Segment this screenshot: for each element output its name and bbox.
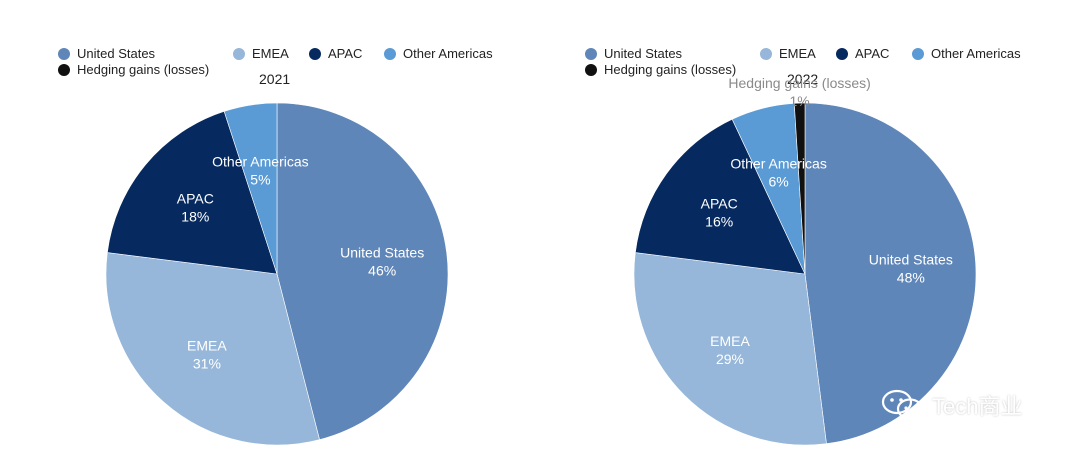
watermark: Tech商业 [880,388,1022,422]
watermark-text: Tech商业 [932,394,1023,419]
legend-dot [912,47,924,60]
legend-item-united-states: United States [585,46,682,61]
slice-value-other-americas: 6% [768,173,788,189]
legend-item-emea: EMEA [233,46,289,61]
slice-value-united-states: 48% [897,269,925,285]
pie-slice-united-states [276,102,449,440]
chart-2021: United States EMEA APAC Other Americas H… [58,46,493,446]
pie-svg: United States 48% EMEA 29% APAC 16% Other Amer… [633,75,977,446]
chart-title: 2021 [259,71,291,87]
slice-value-apac: 16% [705,214,733,230]
pie-slice-apac [107,110,278,275]
slice-value-other-americas: 5% [250,171,270,187]
legend-dot [585,47,597,60]
chart-2022: United States EMEA APAC Other Americas H… [528,0,1068,454]
pie-slice-united-states [804,102,977,444]
legend-label: APAC [328,46,363,61]
legend-dot [836,47,848,60]
chart-title: 2022 [787,71,819,87]
legend-label: United States [77,46,156,61]
legend-dot [760,47,772,60]
pie-slice-emea [105,252,320,446]
legend-label: Hedging gains (losses) [604,62,737,77]
slice-value-hedging-gains-losses: 1% [789,93,809,109]
legend-item-apac: APAC [309,46,362,61]
legend-label: Other Americas [931,46,1021,61]
slice-label-apac: APAC [701,196,738,212]
wechat-icon [881,389,924,420]
slice-label-other-americas: Other Americas [730,155,826,171]
legend-item-other-americas: Other Americas [912,46,1021,61]
slice-label-apac: APAC [177,190,214,206]
legend-item-hedging: Hedging gains (losses) [58,62,209,77]
slice-label-emea: EMEA [710,333,750,349]
slice-value-emea: 31% [193,356,221,372]
legend-label: Other Americas [403,46,493,61]
legend-dot [233,47,245,60]
legend-label: EMEA [252,46,289,61]
pie-slice-other-americas [223,102,278,275]
legend-dot [309,47,321,60]
legend-label: Hedging gains (losses) [77,62,210,77]
slice-value-emea: 29% [716,351,744,367]
legend-item-apac: APAC [836,46,889,61]
slice-value-apac: 18% [181,208,209,224]
legend-dot [58,47,70,60]
pie-slice-emea [633,252,827,446]
legend-label: EMEA [779,46,816,61]
legend-dot [585,63,597,76]
slice-label-other-americas: Other Americas [212,153,308,169]
slice-value-united-states: 46% [368,263,396,279]
slice-label-united-states: United States [869,251,953,267]
pie-slice-apac [635,118,806,275]
legend-label: APAC [855,46,890,61]
legend-item-other-americas: Other Americas [384,46,493,61]
legend-item-hedging: Hedging gains (losses) [585,62,736,77]
slice-label-united-states: United States [340,245,424,261]
slice-label-emea: EMEA [187,338,227,354]
legend-dot [58,63,70,76]
legend-dot [384,47,396,60]
legend-item-united-states: United States [58,46,155,61]
legend-item-emea: EMEA [760,46,816,61]
legend-label: United States [604,46,683,61]
pie-slice-hedging-gains-losses [793,102,806,275]
slice-label-hedging-gains-losses: Hedging gains (losses) [728,75,870,91]
pie-svg: United States 46% EMEA 31% APAC 18% Other Amer… [105,102,449,446]
